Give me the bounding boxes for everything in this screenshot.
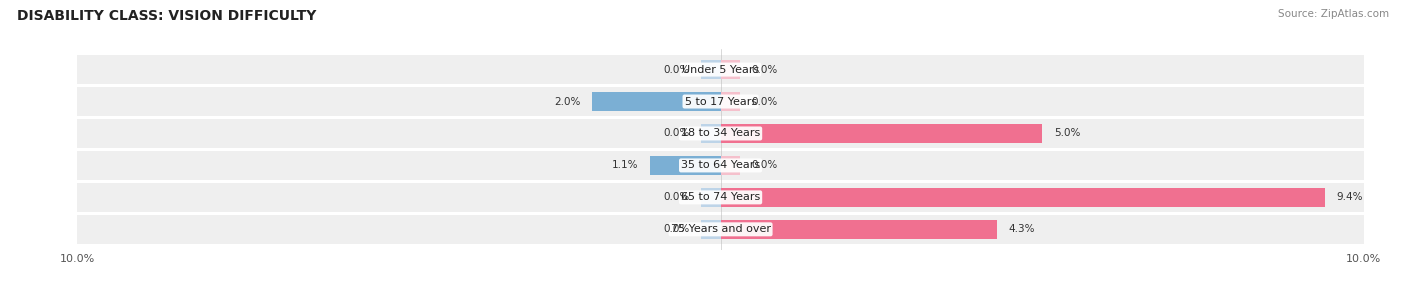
Text: 0.0%: 0.0% [664,65,690,74]
Text: 75 Years and over: 75 Years and over [671,224,770,234]
Text: DISABILITY CLASS: VISION DIFFICULTY: DISABILITY CLASS: VISION DIFFICULTY [17,9,316,23]
Bar [702,220,721,239]
Text: 0.0%: 0.0% [664,128,690,138]
Bar [702,188,721,207]
Text: 4.3%: 4.3% [1008,224,1035,234]
Text: 35 to 64 Years: 35 to 64 Years [681,160,761,170]
Text: 5.0%: 5.0% [1053,128,1080,138]
Text: 0.0%: 0.0% [664,224,690,234]
Bar [721,124,1042,143]
Text: 1.1%: 1.1% [612,160,638,170]
Bar [77,55,1364,84]
Bar [77,119,1364,148]
Text: 0.0%: 0.0% [751,65,778,74]
Text: 0.0%: 0.0% [751,160,778,170]
Text: 9.4%: 9.4% [1337,192,1364,203]
Text: 18 to 34 Years: 18 to 34 Years [681,128,761,138]
Bar [702,124,721,143]
Bar [702,60,721,79]
Text: 0.0%: 0.0% [751,96,778,106]
Text: 5 to 17 Years: 5 to 17 Years [685,96,756,106]
Bar [721,156,740,175]
Bar [721,220,997,239]
Text: 2.0%: 2.0% [554,96,581,106]
Text: 65 to 74 Years: 65 to 74 Years [681,192,761,203]
Text: Under 5 Years: Under 5 Years [682,65,759,74]
Bar [592,92,721,111]
Bar [721,92,740,111]
Bar [721,188,1326,207]
Bar [77,215,1364,244]
Bar [721,60,740,79]
Bar [77,183,1364,212]
Text: Source: ZipAtlas.com: Source: ZipAtlas.com [1278,9,1389,19]
Text: 0.0%: 0.0% [664,192,690,203]
Bar [77,87,1364,116]
Bar [77,151,1364,180]
Bar [650,156,721,175]
